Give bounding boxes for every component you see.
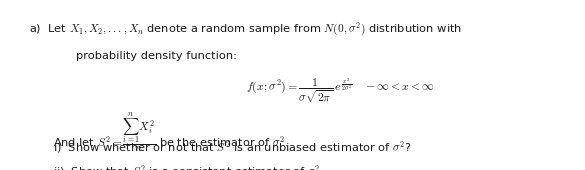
Text: $f(x;\sigma^2) = \dfrac{1}{\sigma\sqrt{2\pi}}\,e^{\,\frac{x^2}{2\sigma^2}} \quad: $f(x;\sigma^2) = \dfrac{1}{\sigma\sqrt{2…	[246, 76, 434, 106]
Text: a)  Let $X_1, X_2, ..., X_n$ denote a random sample from $N(0, \sigma^2)$ distri: a) Let $X_1, X_2, ..., X_n$ denote a ran…	[29, 20, 462, 38]
Text: And let $S^2 = \dfrac{\sum_{i=1}^{n} X_i^2}{n}$ be the estimator of $\sigma^2$.: And let $S^2 = \dfrac{\sum_{i=1}^{n} X_i…	[53, 110, 288, 154]
Text: i)  Show whether or not that $S^2$ is an unbiased estimator of $\sigma^2$?: i) Show whether or not that $S^2$ is an …	[53, 139, 411, 155]
Text: ii)  Show that $S^2$ is a consistent estimator of $\sigma^2$.: ii) Show that $S^2$ is a consistent esti…	[53, 163, 323, 170]
Text: probability density function:: probability density function:	[76, 51, 237, 61]
